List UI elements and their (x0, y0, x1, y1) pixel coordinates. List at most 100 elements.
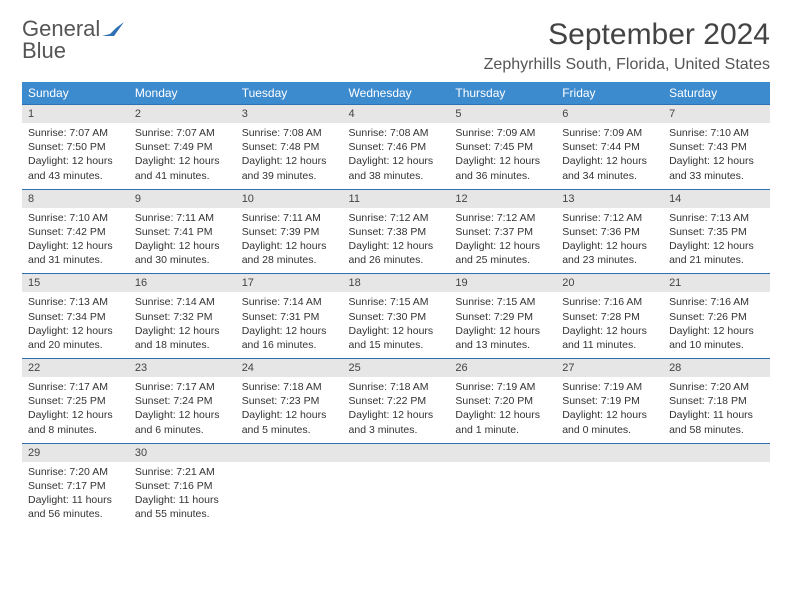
day-body: Sunrise: 7:13 AMSunset: 7:34 PMDaylight:… (22, 292, 129, 358)
daylight-line: Daylight: 12 hours and 18 minutes. (135, 324, 230, 352)
daylight-line: Daylight: 12 hours and 13 minutes. (455, 324, 550, 352)
day-body: Sunrise: 7:14 AMSunset: 7:32 PMDaylight:… (129, 292, 236, 358)
sunrise-line: Sunrise: 7:08 AM (242, 126, 337, 140)
sunset-line: Sunset: 7:26 PM (669, 310, 764, 324)
day-of-week-header: Sunday (22, 82, 129, 105)
sunset-line: Sunset: 7:43 PM (669, 140, 764, 154)
day-body: Sunrise: 7:21 AMSunset: 7:16 PMDaylight:… (129, 462, 236, 528)
calendar-day-cell: 27Sunrise: 7:19 AMSunset: 7:19 PMDayligh… (556, 359, 663, 444)
day-of-week-header: Wednesday (343, 82, 450, 105)
month-title: September 2024 (484, 18, 770, 52)
day-body: Sunrise: 7:10 AMSunset: 7:43 PMDaylight:… (663, 123, 770, 189)
day-body: Sunrise: 7:15 AMSunset: 7:29 PMDaylight:… (449, 292, 556, 358)
sunrise-line: Sunrise: 7:10 AM (669, 126, 764, 140)
logo-word-2: Blue (22, 40, 124, 62)
calendar-day-cell: 7Sunrise: 7:10 AMSunset: 7:43 PMDaylight… (663, 105, 770, 190)
day-body: Sunrise: 7:19 AMSunset: 7:19 PMDaylight:… (556, 377, 663, 443)
day-number: 13 (556, 190, 663, 208)
daylight-line: Daylight: 12 hours and 28 minutes. (242, 239, 337, 267)
location: Zephyrhills South, Florida, United State… (484, 56, 770, 74)
day-body: Sunrise: 7:14 AMSunset: 7:31 PMDaylight:… (236, 292, 343, 358)
day-body (449, 462, 556, 485)
sunset-line: Sunset: 7:19 PM (562, 394, 657, 408)
sunset-line: Sunset: 7:34 PM (28, 310, 123, 324)
calendar-day-cell: 1Sunrise: 7:07 AMSunset: 7:50 PMDaylight… (22, 105, 129, 190)
sunrise-line: Sunrise: 7:15 AM (349, 295, 444, 309)
sunset-line: Sunset: 7:29 PM (455, 310, 550, 324)
sunrise-line: Sunrise: 7:10 AM (28, 211, 123, 225)
calendar-day-cell: 22Sunrise: 7:17 AMSunset: 7:25 PMDayligh… (22, 359, 129, 444)
calendar-day-cell: 17Sunrise: 7:14 AMSunset: 7:31 PMDayligh… (236, 274, 343, 359)
sunrise-line: Sunrise: 7:12 AM (455, 211, 550, 225)
day-of-week-header: Saturday (663, 82, 770, 105)
calendar-week-row: 29Sunrise: 7:20 AMSunset: 7:17 PMDayligh… (22, 443, 770, 527)
daylight-line: Daylight: 12 hours and 39 minutes. (242, 154, 337, 182)
sunset-line: Sunset: 7:46 PM (349, 140, 444, 154)
sunset-line: Sunset: 7:49 PM (135, 140, 230, 154)
calendar-day-cell: 13Sunrise: 7:12 AMSunset: 7:36 PMDayligh… (556, 189, 663, 274)
day-body: Sunrise: 7:10 AMSunset: 7:42 PMDaylight:… (22, 208, 129, 274)
sunset-line: Sunset: 7:36 PM (562, 225, 657, 239)
day-number: 21 (663, 274, 770, 292)
daylight-line: Daylight: 12 hours and 41 minutes. (135, 154, 230, 182)
day-number: 14 (663, 190, 770, 208)
sunset-line: Sunset: 7:31 PM (242, 310, 337, 324)
sunrise-line: Sunrise: 7:21 AM (135, 465, 230, 479)
day-body (343, 462, 450, 485)
sunrise-line: Sunrise: 7:08 AM (349, 126, 444, 140)
day-body: Sunrise: 7:09 AMSunset: 7:44 PMDaylight:… (556, 123, 663, 189)
calendar-day-cell: 12Sunrise: 7:12 AMSunset: 7:37 PMDayligh… (449, 189, 556, 274)
sunset-line: Sunset: 7:23 PM (242, 394, 337, 408)
calendar-day-cell: 20Sunrise: 7:16 AMSunset: 7:28 PMDayligh… (556, 274, 663, 359)
daylight-line: Daylight: 12 hours and 3 minutes. (349, 408, 444, 436)
title-block: September 2024 Zephyrhills South, Florid… (484, 18, 770, 74)
sunrise-line: Sunrise: 7:20 AM (28, 465, 123, 479)
day-number: 4 (343, 105, 450, 123)
logo: General Blue (22, 18, 124, 62)
sunset-line: Sunset: 7:35 PM (669, 225, 764, 239)
calendar-day-cell: 28Sunrise: 7:20 AMSunset: 7:18 PMDayligh… (663, 359, 770, 444)
calendar-day-cell: 30Sunrise: 7:21 AMSunset: 7:16 PMDayligh… (129, 443, 236, 527)
calendar-day-cell: 25Sunrise: 7:18 AMSunset: 7:22 PMDayligh… (343, 359, 450, 444)
day-number (343, 444, 450, 462)
day-number: 18 (343, 274, 450, 292)
sunrise-line: Sunrise: 7:13 AM (669, 211, 764, 225)
day-number: 28 (663, 359, 770, 377)
daylight-line: Daylight: 12 hours and 0 minutes. (562, 408, 657, 436)
sunset-line: Sunset: 7:25 PM (28, 394, 123, 408)
day-body: Sunrise: 7:19 AMSunset: 7:20 PMDaylight:… (449, 377, 556, 443)
day-body: Sunrise: 7:16 AMSunset: 7:28 PMDaylight:… (556, 292, 663, 358)
day-body: Sunrise: 7:17 AMSunset: 7:25 PMDaylight:… (22, 377, 129, 443)
daylight-line: Daylight: 12 hours and 36 minutes. (455, 154, 550, 182)
daylight-line: Daylight: 12 hours and 30 minutes. (135, 239, 230, 267)
sunrise-line: Sunrise: 7:07 AM (135, 126, 230, 140)
calendar-day-cell: 8Sunrise: 7:10 AMSunset: 7:42 PMDaylight… (22, 189, 129, 274)
day-of-week-header: Tuesday (236, 82, 343, 105)
day-number: 12 (449, 190, 556, 208)
sunset-line: Sunset: 7:28 PM (562, 310, 657, 324)
sunset-line: Sunset: 7:39 PM (242, 225, 337, 239)
calendar-day-cell: 6Sunrise: 7:09 AMSunset: 7:44 PMDaylight… (556, 105, 663, 190)
day-number: 22 (22, 359, 129, 377)
calendar-day-cell: 23Sunrise: 7:17 AMSunset: 7:24 PMDayligh… (129, 359, 236, 444)
day-number: 1 (22, 105, 129, 123)
day-body: Sunrise: 7:16 AMSunset: 7:26 PMDaylight:… (663, 292, 770, 358)
day-body: Sunrise: 7:15 AMSunset: 7:30 PMDaylight:… (343, 292, 450, 358)
sunrise-line: Sunrise: 7:18 AM (242, 380, 337, 394)
day-body (236, 462, 343, 485)
day-number: 3 (236, 105, 343, 123)
sunrise-line: Sunrise: 7:07 AM (28, 126, 123, 140)
sunset-line: Sunset: 7:38 PM (349, 225, 444, 239)
calendar-day-cell: 15Sunrise: 7:13 AMSunset: 7:34 PMDayligh… (22, 274, 129, 359)
sunset-line: Sunset: 7:24 PM (135, 394, 230, 408)
day-number: 30 (129, 444, 236, 462)
sunrise-line: Sunrise: 7:18 AM (349, 380, 444, 394)
header: General Blue September 2024 Zephyrhills … (22, 18, 770, 74)
day-number: 8 (22, 190, 129, 208)
calendar-day-cell: 3Sunrise: 7:08 AMSunset: 7:48 PMDaylight… (236, 105, 343, 190)
sunset-line: Sunset: 7:32 PM (135, 310, 230, 324)
sunrise-line: Sunrise: 7:19 AM (562, 380, 657, 394)
daylight-line: Daylight: 12 hours and 1 minute. (455, 408, 550, 436)
calendar-day-cell: 29Sunrise: 7:20 AMSunset: 7:17 PMDayligh… (22, 443, 129, 527)
day-number: 2 (129, 105, 236, 123)
